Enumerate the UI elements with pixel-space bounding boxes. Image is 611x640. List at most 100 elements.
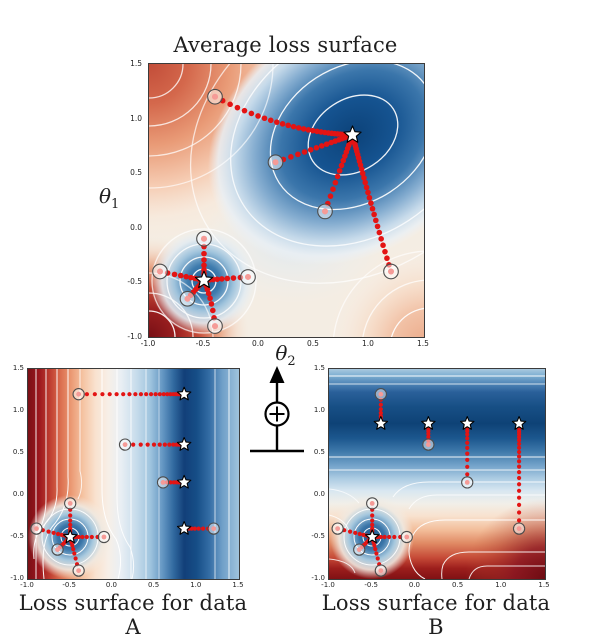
- x-tick-label: 1.5: [232, 581, 244, 589]
- data-b-plot-title: Loss surface for data B: [321, 591, 551, 639]
- x-tick-label: -0.5: [195, 339, 211, 348]
- data-b-heatmap: [329, 369, 545, 579]
- trajectory-dot: [376, 229, 383, 236]
- y-tick-label: -1.0: [127, 332, 142, 341]
- trajectory-dot: [363, 184, 370, 191]
- trajectory-dot: [241, 107, 248, 114]
- trajectory-dot: [465, 436, 470, 441]
- trajectory-dot: [208, 301, 215, 307]
- data-b-x-axis-ticks: -1.0 -0.5 0.0 0.5 1.0 1.5: [321, 579, 549, 589]
- data-a-x-axis-ticks: -1.0 -0.5 0.0 0.5 1.0 1.5: [20, 579, 243, 589]
- optimum-star-marker: [176, 521, 192, 535]
- trajectory-dot: [171, 271, 178, 278]
- trajectory-dot: [84, 392, 90, 397]
- trajectory-dot: [332, 179, 339, 186]
- trajectory-dot: [361, 175, 367, 181]
- trajectory-dot: [516, 470, 522, 475]
- trajectory-dot: [80, 534, 85, 540]
- trajectory-dot: [305, 127, 312, 133]
- trajectory-dot: [285, 122, 292, 129]
- trajectory-dot: [201, 250, 207, 257]
- start-point-center: [184, 295, 191, 302]
- trajectory-dot: [465, 472, 470, 477]
- trajectory-dot: [465, 451, 470, 456]
- start-point-center: [404, 534, 410, 540]
- data-a-overlay: [30, 386, 220, 577]
- trajectory-dot: [359, 170, 366, 177]
- y-tick-label: 1.0: [12, 406, 24, 414]
- x-tick-label: 0.5: [148, 581, 160, 589]
- trajectory-dot: [68, 526, 73, 531]
- start-point-center: [201, 235, 207, 242]
- average-plot-title: Average loss surface: [173, 33, 398, 57]
- y-tick-label: 0.5: [12, 448, 24, 456]
- trajectory-dot: [131, 442, 136, 447]
- optimum-star-marker: [460, 416, 475, 430]
- trajectory-dot: [68, 518, 73, 523]
- trajectory-dot: [370, 526, 375, 531]
- trajectory-dot: [378, 236, 384, 242]
- trajectory-dot: [138, 442, 143, 447]
- trajectory-dot: [465, 457, 470, 462]
- y-tick-label: 0.5: [313, 448, 325, 456]
- x-axis-label-theta2: θ2: [148, 341, 423, 369]
- trajectory-dot: [201, 262, 207, 269]
- trajectory-dot: [248, 110, 255, 117]
- y-tick-label: 1.5: [12, 364, 24, 372]
- start-point-center: [67, 501, 73, 506]
- start-point-center: [76, 568, 82, 573]
- trajectory-dot: [516, 518, 522, 523]
- trajectory-dot: [338, 162, 345, 169]
- y-tick-label: 0.0: [130, 222, 142, 232]
- trajectory-dot: [516, 449, 522, 455]
- trajectory-dot: [374, 551, 379, 556]
- start-point-center: [378, 391, 384, 397]
- start-point-center: [272, 159, 279, 166]
- trajectory-dot: [219, 276, 225, 282]
- trajectory-dot: [227, 101, 233, 108]
- x-tick-label: 0.0: [105, 581, 117, 589]
- trajectory-dot: [295, 151, 301, 158]
- start-point-center: [212, 93, 218, 100]
- trajectory-dot: [465, 445, 470, 450]
- y-tick-label: 0.0: [12, 490, 24, 498]
- trajectory-dot: [516, 441, 522, 447]
- trajectory-dot: [153, 392, 158, 397]
- start-point-center: [378, 568, 384, 573]
- x-tick-label: 1.0: [190, 581, 202, 589]
- trajectory-dot: [373, 547, 378, 552]
- trajectory-dot: [183, 273, 189, 280]
- theta-symbol: θ: [275, 341, 288, 365]
- y-tick-label: 1.0: [313, 406, 325, 414]
- trajectory-dot: [68, 513, 73, 518]
- trajectory-dot: [300, 126, 307, 132]
- trajectory-dot: [313, 144, 320, 151]
- optimum-star-marker: [511, 416, 527, 430]
- start-point-center: [464, 480, 470, 485]
- optimum-star-marker: [176, 437, 192, 451]
- trajectory-dot: [295, 125, 302, 131]
- trajectory-dot: [318, 143, 325, 149]
- trajectory-dot: [73, 556, 78, 561]
- trajectory-dot: [72, 551, 77, 556]
- theta-subscript: 1: [111, 197, 120, 212]
- start-point-center: [322, 208, 328, 215]
- x-tick-label: 1.5: [538, 581, 550, 589]
- x-tick-label: 0.5: [307, 339, 319, 348]
- trajectory-dot: [267, 117, 274, 124]
- data-b-overlay: [331, 388, 527, 577]
- trajectory-dot: [392, 534, 397, 540]
- trajectory-dot: [200, 526, 206, 531]
- trajectory-dot: [382, 534, 387, 540]
- trajectory-dot: [177, 272, 184, 279]
- trajectory-dot: [288, 154, 294, 160]
- data-a-loss-plot: [27, 368, 240, 580]
- start-point-center: [160, 480, 166, 485]
- optimum-star-marker: [194, 270, 214, 289]
- trajectory-dot: [362, 179, 369, 186]
- x-tick-label: -0.5: [62, 581, 77, 589]
- trajectory-dot: [168, 480, 173, 485]
- x-tick-label: 1.0: [362, 339, 374, 348]
- trajectory-dot: [46, 529, 51, 534]
